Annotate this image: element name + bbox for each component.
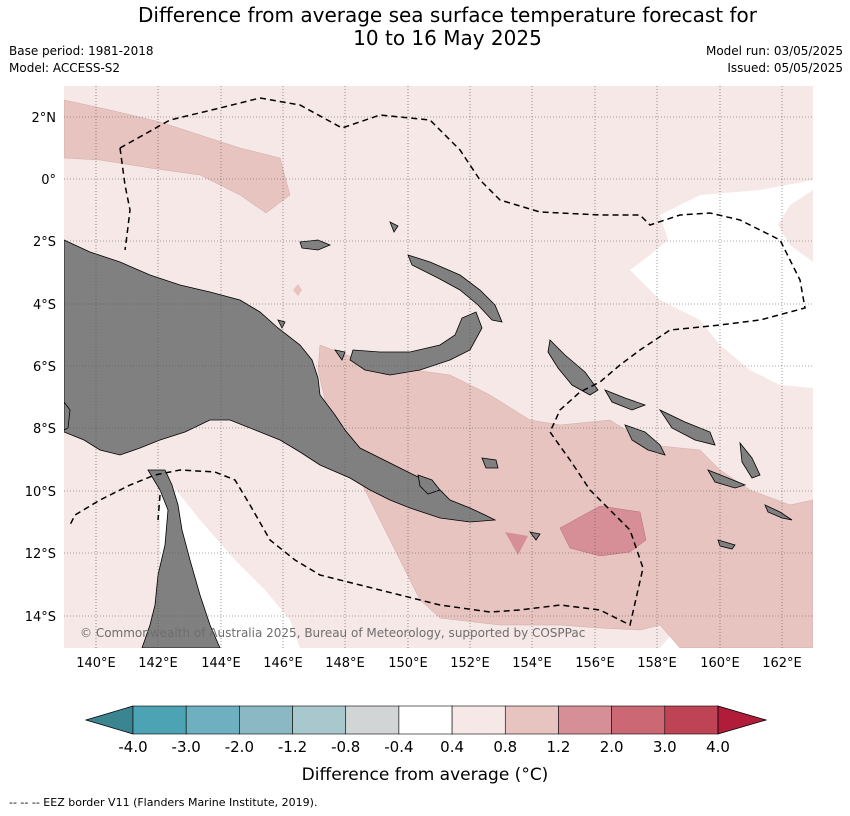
colorbar-tick-label: 1.2 <box>547 738 571 756</box>
longitude-label: 154°E <box>512 656 552 671</box>
latitude-label: 0° <box>41 173 56 188</box>
latitude-label: 10°S <box>25 485 56 500</box>
land-islet-1 <box>417 474 441 495</box>
land-new-britain <box>349 311 483 376</box>
longitude-label: 144°E <box>201 656 241 671</box>
latitude-label: 8°S <box>33 422 56 437</box>
colorbar-tick-label: -2.0 <box>225 738 254 756</box>
land-guadalcanal <box>624 424 666 456</box>
meta-right: Model run: 03/05/2025 Issued: 05/05/2025 <box>706 43 843 77</box>
longitude-label: 162°E <box>762 656 802 671</box>
anomaly-fill-warm-spot <box>505 532 528 555</box>
longitude-label: 148°E <box>325 656 365 671</box>
land-new-guinea <box>64 239 497 523</box>
longitude-label: 140°E <box>76 656 116 671</box>
land-new-ireland <box>407 254 503 323</box>
latitude-label: 2°N <box>32 111 57 126</box>
colorbar-segment <box>132 705 187 735</box>
land-islet-2 <box>481 457 499 469</box>
land-solomon-east <box>739 441 761 479</box>
eez-png-west-border <box>119 147 131 251</box>
colorbar-segment <box>239 705 293 735</box>
land-choiseul <box>604 389 647 411</box>
colorbar-segment <box>345 705 400 735</box>
colorbar-tick-label: 0.4 <box>440 738 464 756</box>
colorbar-segment <box>664 705 719 735</box>
latitude-label: 12°S <box>25 547 56 562</box>
anomaly-fill-medium-south <box>317 344 813 648</box>
colorbar-extend-low <box>84 705 134 735</box>
colorbar-tick-label: -0.8 <box>331 738 360 756</box>
colorbar-segment <box>185 705 240 735</box>
longitude-label: 146°E <box>263 656 303 671</box>
issued-text: Issued: 05/05/2025 <box>727 61 843 75</box>
map-area <box>64 86 813 648</box>
eez-torres-border <box>157 494 161 521</box>
land-malaita <box>658 409 716 446</box>
colorbar <box>84 705 768 735</box>
colorbar-title-main: Difference from average ( <box>302 765 522 785</box>
colorbar-tick-label: 4.0 <box>706 738 730 756</box>
land-islet-5 <box>334 349 346 361</box>
colorbar-segment <box>611 705 666 735</box>
latitude-label: 4°S <box>33 298 56 313</box>
land-makira <box>707 469 747 489</box>
longitude-labels: 140°E 142°E 144°E 146°E 148°E 150°E 152°E 154°E… <box>76 656 802 671</box>
colorbar-segment <box>398 705 453 735</box>
latitude-label: 6°S <box>33 360 56 375</box>
longitude-label: 156°E <box>575 656 615 671</box>
colorbar-tick-label: 0.8 <box>493 738 517 756</box>
land-areas <box>64 221 793 648</box>
land-manus <box>299 239 332 251</box>
colorbar-tick-label: 2.0 <box>600 738 624 756</box>
colorbar-segment <box>451 705 506 735</box>
anomaly-fill-white-east <box>630 180 813 388</box>
anomaly-fill-light-east-edge <box>778 190 813 262</box>
title-line-1: Difference from average sea surface temp… <box>137 3 757 27</box>
longitude-label: 160°E <box>700 656 740 671</box>
colorbar-title: Difference from average (°C) <box>302 765 549 785</box>
land-cape-york <box>141 469 221 648</box>
anomaly-fill-medium-spot <box>293 284 302 296</box>
land-rennell <box>764 504 793 521</box>
land-bougainville <box>547 339 599 396</box>
colorbar-tick-label: -1.2 <box>278 738 307 756</box>
graticule <box>64 86 813 648</box>
colorbar-title-unit: °C) <box>521 765 548 785</box>
eez-png-border <box>69 97 806 627</box>
copyright-text: © Commonwealth of Australia 2025, Bureau… <box>80 626 585 640</box>
model-text: Model: ACCESS-S2 <box>9 61 121 75</box>
anomaly-fill-medium-north <box>64 99 291 214</box>
latitude-label: 14°S <box>25 610 56 625</box>
colorbar-segment <box>504 705 559 735</box>
base-period-text: Base period: 1981-2018 <box>9 44 154 58</box>
map-title: Difference from average sea surface temp… <box>0 4 850 50</box>
longitude-label: 152°E <box>450 656 490 671</box>
title-line-2: 10 to 16 May 2025 <box>353 26 542 50</box>
latitude-label: 2°S <box>33 235 56 250</box>
eez-borders <box>69 97 806 627</box>
land-islet-6 <box>529 531 541 541</box>
colorbar-tick-label: -4.0 <box>118 738 147 756</box>
colorbar-segment <box>558 705 612 735</box>
colorbar-segment <box>292 705 347 735</box>
colorbar-tick-labels: -4.0 -3.0 -2.0 -1.2 -0.8 -0.4 0.4 0.8 1.2 2.0 3.0 4… <box>118 738 730 756</box>
land-islet-7 <box>717 539 736 550</box>
colorbar-tick-label: -0.4 <box>384 738 413 756</box>
longitude-label: 142°E <box>138 656 178 671</box>
longitude-label: 158°E <box>637 656 677 671</box>
colorbar-tick-label: -3.0 <box>172 738 201 756</box>
latitude-labels: 2°N 0° 2°S 4°S 6°S 8°S 10°S 12°S 14°S <box>25 111 56 625</box>
footnote: -- -- -- EEZ border V11 (Flanders Marine… <box>9 796 318 809</box>
anomaly-fill-light-north <box>410 86 705 208</box>
meta-left: Base period: 1981-2018 Model: ACCESS-S2 <box>9 43 154 77</box>
land-islet-4 <box>277 319 286 329</box>
colorbar-extend-high <box>717 705 768 735</box>
longitude-label: 150°E <box>388 656 428 671</box>
colorbar-tick-label: 3.0 <box>653 738 677 756</box>
model-run-text: Model run: 03/05/2025 <box>705 44 843 58</box>
land-islet-3 <box>389 221 399 233</box>
